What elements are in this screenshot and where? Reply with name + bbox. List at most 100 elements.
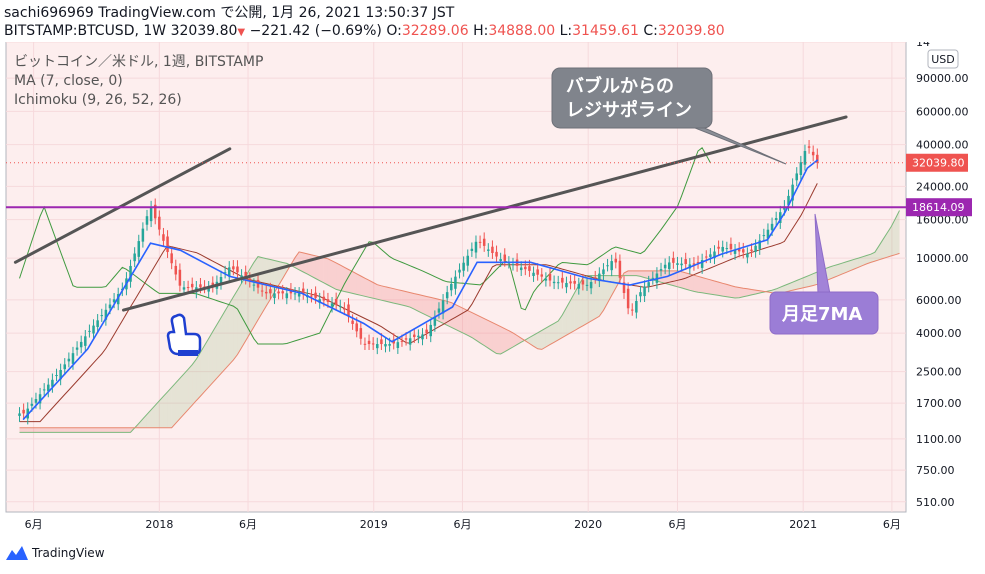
candle-body xyxy=(762,235,766,237)
y-tick-label: 1700.00 xyxy=(916,397,962,410)
candle-body xyxy=(240,275,243,278)
ichimoku-cloud-segment xyxy=(146,409,152,428)
ichimoku-cloud-segment xyxy=(196,352,201,401)
ichimoku-cloud-segment xyxy=(710,279,715,295)
candle-body xyxy=(339,306,342,308)
ichimoku-cloud-segment xyxy=(870,252,875,263)
ichimoku-cloud-segment xyxy=(72,427,78,433)
candle-body xyxy=(396,342,400,349)
ichimoku-cloud-segment xyxy=(685,272,690,291)
ichimoku-cloud-segment xyxy=(266,258,271,307)
candle-body xyxy=(445,292,449,299)
candle-body xyxy=(433,316,437,326)
ichimoku-cloud-segment xyxy=(364,278,370,298)
ichimoku-cloud-segment xyxy=(480,316,485,346)
currency-box[interactable] xyxy=(927,49,959,69)
y-tick-label: 10000.00 xyxy=(916,252,969,265)
candle-body xyxy=(100,315,104,317)
candle-body xyxy=(355,323,358,332)
candle-body xyxy=(47,384,50,392)
close-value: 32039.80 xyxy=(657,23,725,39)
candle-body xyxy=(404,338,408,340)
price-chart[interactable]: 510.00 750.00 1100.00 1700.00 2500.00 4000.00… xyxy=(0,42,985,542)
ichimoku-cloud-segment xyxy=(163,391,168,428)
candle-body xyxy=(133,253,136,262)
candle-body xyxy=(116,294,120,305)
ichimoku-cloud-segment xyxy=(512,332,518,347)
ichimoku-cloud-segment xyxy=(545,325,550,347)
ichimoku-cloud-segment xyxy=(726,284,731,298)
candle-body xyxy=(227,267,231,277)
candle-body xyxy=(556,282,560,284)
candle-body xyxy=(799,162,803,176)
ichimoku-cloud-segment xyxy=(747,288,752,296)
ichimoku-cloud-segment xyxy=(221,310,226,374)
candle-body xyxy=(178,269,182,286)
close-label: C: xyxy=(643,23,658,39)
ichimoku-cloud-segment xyxy=(200,345,205,397)
candle-body xyxy=(145,216,149,225)
x-tick-label: 6月 xyxy=(453,518,471,531)
footer-brand[interactable]: TradingView xyxy=(6,546,105,560)
candle-body xyxy=(548,273,552,281)
ichimoku-cloud-segment xyxy=(669,270,674,286)
candle-body xyxy=(219,277,223,284)
candle-body xyxy=(55,375,58,377)
ichimoku-cloud-segment xyxy=(48,427,53,433)
candle-body xyxy=(79,341,83,348)
ichimoku-cloud-segment xyxy=(175,378,180,424)
ichimoku-cloud-segment xyxy=(171,382,176,428)
ichimoku-cloud-segment xyxy=(167,387,172,428)
ichimoku-cloud-segment xyxy=(340,265,345,292)
candle-body xyxy=(696,261,700,263)
candle-body xyxy=(626,288,630,309)
ichimoku-cloud-segment xyxy=(332,260,337,290)
ichimoku-cloud-segment xyxy=(809,273,814,287)
candle-body xyxy=(158,216,161,230)
ichimoku-cloud-segment xyxy=(426,296,431,318)
ichimoku-cloud-segment xyxy=(97,427,102,433)
x-tick-label: 2019 xyxy=(360,518,388,531)
ichimoku-cloud-segment xyxy=(447,301,452,328)
x-tick-label: 2020 xyxy=(574,518,602,531)
candle-body xyxy=(236,266,239,273)
y-tick-label: 750.00 xyxy=(916,464,955,477)
candle-body xyxy=(232,266,235,270)
candle-body xyxy=(474,241,478,253)
candle-body xyxy=(651,277,655,279)
candle-body xyxy=(153,204,157,219)
candle-body xyxy=(528,266,531,271)
horizontal-level-tag xyxy=(906,198,972,217)
ichimoku-cloud-segment xyxy=(628,270,633,276)
ichimoku-cloud-segment xyxy=(603,275,608,311)
ichimoku-cloud-segment xyxy=(549,323,555,345)
candle-body xyxy=(367,340,371,345)
ichimoku-cloud-segment xyxy=(500,326,505,355)
ichimoku-lagging-span xyxy=(19,147,711,345)
ichimoku-cloud-segment xyxy=(204,338,209,392)
ichimoku-cloud-segment xyxy=(562,307,567,338)
candle-body xyxy=(310,295,313,297)
ichimoku-cloud-segment xyxy=(253,256,259,327)
ichimoku-cloud-segment xyxy=(743,288,748,297)
ichimoku-cloud-segment xyxy=(414,293,419,312)
candle-body xyxy=(207,287,210,292)
ichimoku-cloud-segment xyxy=(179,373,185,419)
candle-body xyxy=(450,283,453,291)
candle-body xyxy=(211,282,215,287)
ichimoku-cloud-segment xyxy=(356,273,361,296)
candle-body xyxy=(774,218,778,221)
candle-body xyxy=(277,291,280,294)
ichimoku-cloud-segment xyxy=(35,427,41,433)
candle-body xyxy=(417,335,420,338)
candle-body xyxy=(149,207,153,222)
y-tick-label: 2500.00 xyxy=(916,366,962,379)
y-tick-label: 510.00 xyxy=(916,496,955,509)
candle-body xyxy=(326,299,330,302)
ichimoku-cloud-segment xyxy=(393,288,398,305)
candle-body xyxy=(663,264,667,269)
ichimoku-cloud-segment xyxy=(471,312,476,341)
ma-callout xyxy=(769,291,879,335)
ichimoku-cloud-segment xyxy=(496,324,501,355)
candle-body xyxy=(190,283,194,288)
